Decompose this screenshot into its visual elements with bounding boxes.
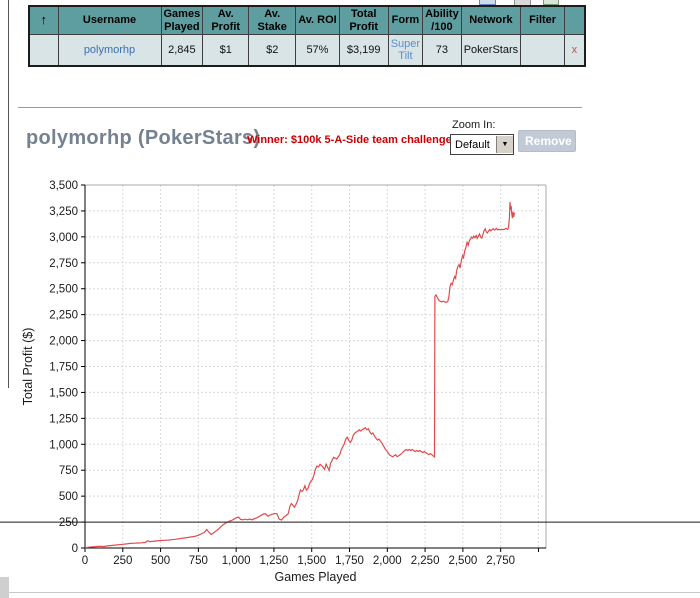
svg-text:3,500: 3,500 [49,180,78,192]
svg-text:500: 500 [151,555,170,567]
svg-text:1,750: 1,750 [335,555,364,567]
games-played-value: 2,845 [160,34,204,67]
svg-text:2,750: 2,750 [49,258,78,270]
results-table: ↑ Username Games Played Av. Profit Av. S… [28,5,586,68]
svg-text:500: 500 [59,491,78,503]
col-header-ability[interactable]: Ability /100 [422,5,462,36]
table-header-row: ↑ Username Games Played Av. Profit Av. S… [28,5,586,36]
profit-chart: 0 250 500 750 1,000 1,250 1,500 1,750 2,000 2,250… [0,180,700,584]
av-profit-value: $1 [202,34,250,67]
svg-text:2,000: 2,000 [49,336,78,348]
av-stake-value: $2 [248,34,297,67]
form-link[interactable]: Super Tilt [390,38,421,63]
chevron-down-icon[interactable]: ▼ [496,136,513,153]
bottom-rule [0,592,700,593]
section-divider [18,107,582,108]
svg-text:1,750: 1,750 [49,362,78,374]
svg-text:1,250: 1,250 [260,555,289,567]
svg-text:1,500: 1,500 [49,387,78,399]
svg-text:1,500: 1,500 [297,555,326,567]
svg-text:250: 250 [113,555,132,567]
col-header-form[interactable]: Form [387,5,424,36]
svg-text:0: 0 [72,543,78,555]
svg-text:3,250: 3,250 [49,206,78,218]
sort-cell [28,34,59,67]
table-row: polymorhp 2,845 $1 $2 57% $3,199 Super T… [28,34,586,67]
col-header-remove [564,5,586,36]
svg-text:0: 0 [82,555,88,567]
svg-text:750: 750 [59,465,78,477]
svg-text:2,250: 2,250 [411,555,440,567]
profit-line [84,201,516,549]
svg-text:250: 250 [59,517,78,529]
svg-text:2,500: 2,500 [448,555,477,567]
zoom-in-label: Zoom In: [452,119,496,131]
col-header-total-profit[interactable]: Total Profit [338,5,389,36]
x-axis-title: Games Played [275,570,357,584]
zoom-select[interactable]: Default ▼ [450,134,514,155]
col-header-username[interactable]: Username [57,5,162,36]
remove-button[interactable]: Remove [518,130,576,152]
filter-cell[interactable] [520,34,566,67]
svg-text:1,250: 1,250 [49,413,78,425]
svg-text:3,000: 3,000 [49,232,78,244]
sort-column-header[interactable]: ↑ [28,5,59,36]
winner-note: Winner: $100k 5-A-Side team challenge! [247,134,456,146]
svg-text:2,250: 2,250 [49,310,78,322]
col-header-av-stake[interactable]: Av. Stake [248,5,297,36]
col-header-filter[interactable]: Filter [520,5,566,36]
av-roi-value: 57% [295,34,340,67]
svg-text:750: 750 [189,555,208,567]
svg-text:2,000: 2,000 [373,555,402,567]
y-axis-title: Total Profit ($) [21,328,35,406]
page-title: polymorhp (PokerStars) [26,127,261,149]
username-link[interactable]: polymorhp [83,44,136,57]
svg-text:2,750: 2,750 [486,555,515,567]
svg-text:1,000: 1,000 [222,555,251,567]
blue-panel-icon[interactable] [479,0,496,5]
frame-left-border [8,0,9,388]
zoom-select-value: Default [455,138,490,151]
col-header-network[interactable]: Network [460,5,522,36]
svg-text:1,000: 1,000 [49,439,78,451]
network-value: PokerStars [460,34,522,67]
col-header-av-roi[interactable]: Av. ROI [295,5,340,36]
col-header-av-profit[interactable]: Av. Profit [202,5,250,36]
total-profit-value: $3,199 [338,34,389,67]
green-panel-icon[interactable] [543,0,559,5]
sort-ascending-icon: ↑ [40,12,48,28]
ability-value: 73 [422,34,462,67]
bottom-left-strip [0,577,9,598]
col-header-games-played[interactable]: Games Played [160,5,204,36]
svg-text:2,500: 2,500 [49,284,78,296]
remove-row-x[interactable]: x [571,44,578,57]
